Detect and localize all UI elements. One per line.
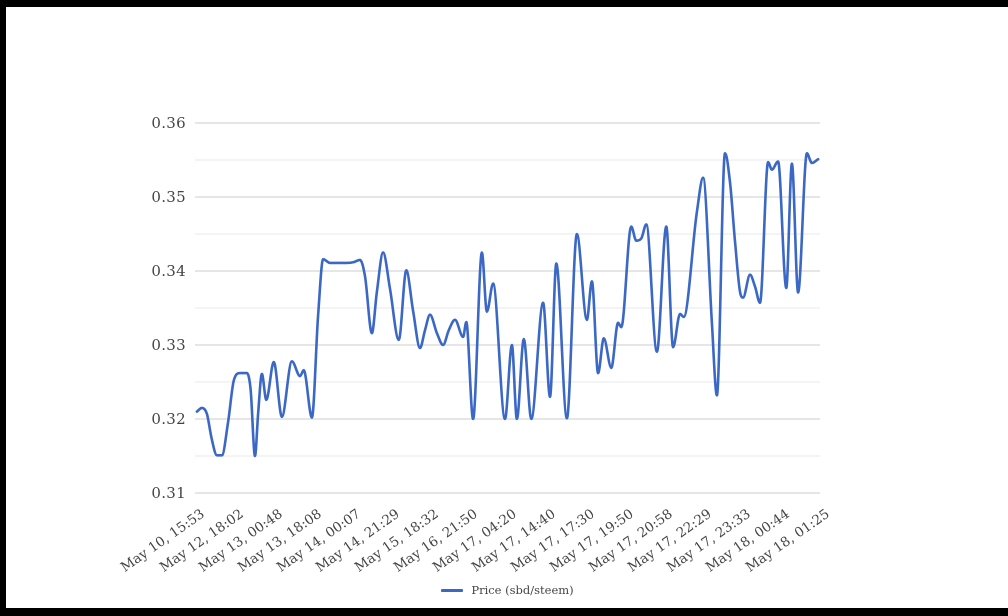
y-axis-label: 0.32: [151, 410, 186, 428]
frame-left: [0, 0, 6, 616]
legend-label: Price (sbd/steem): [471, 583, 574, 597]
y-axis-label: 0.34: [151, 262, 186, 280]
y-axis-label: 0.36: [151, 114, 186, 132]
y-axis-label: 0.35: [151, 188, 186, 206]
y-axis-label: 0.31: [151, 484, 186, 502]
frame-bottom: [0, 608, 1008, 616]
price-line-chart-plot[interactable]: [195, 122, 820, 494]
frame-top: [0, 0, 1008, 7]
legend: Price (sbd/steem): [195, 583, 820, 597]
y-axis-label: 0.33: [151, 336, 186, 354]
legend-line-swatch: [441, 588, 464, 592]
price-series-line[interactable]: [195, 152, 820, 458]
